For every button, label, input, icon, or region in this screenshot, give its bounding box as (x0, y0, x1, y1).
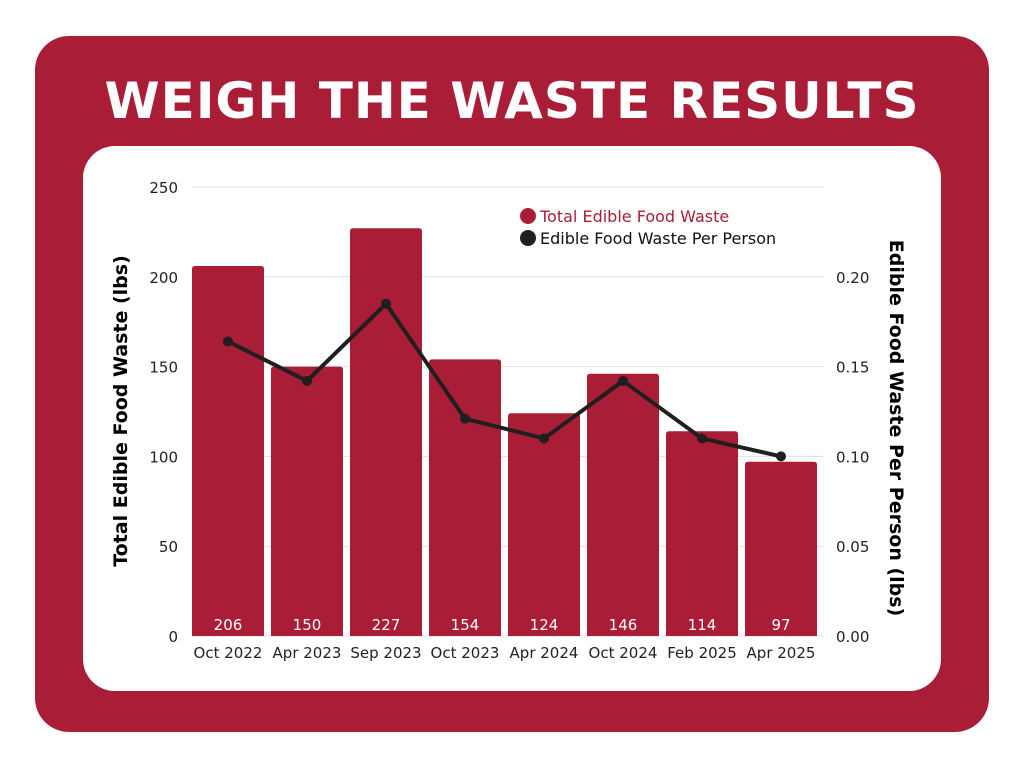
x-tick-label: Feb 2025 (667, 644, 737, 662)
bar (587, 373, 659, 636)
bar (350, 228, 422, 637)
y-tick-label: 200 (149, 269, 178, 287)
line-point (381, 298, 391, 309)
y-axis-label: Total Edible Food Waste (lbs) (110, 255, 132, 567)
bar (745, 461, 817, 636)
bar-data-label: 97 (771, 616, 790, 634)
y2-tick-label: 0.15 (836, 359, 869, 377)
bar-data-label: 146 (609, 616, 638, 634)
line-point (697, 433, 707, 444)
bar-data-label: 124 (530, 616, 559, 634)
y-tick-label: 0 (168, 628, 178, 646)
bar-data-label: 154 (451, 616, 480, 634)
bar (192, 266, 264, 636)
y2-tick-label: 0.05 (836, 538, 869, 556)
legend-label: Edible Food Waste Per Person (540, 229, 776, 248)
line-point (223, 336, 233, 347)
bar (429, 359, 501, 636)
y-tick-label: 100 (149, 448, 178, 466)
y2-axis-label: Edible Food Waste Per Person (lbs) (885, 240, 907, 617)
bar-data-label: 114 (688, 616, 717, 634)
bar-data-label: 206 (214, 616, 243, 634)
page-title: WEIGH THE WASTE RESULTS (104, 72, 920, 130)
legend-swatch-bar (520, 208, 536, 224)
x-tick-label: Oct 2023 (431, 644, 500, 662)
y2-tick-label: 0.20 (836, 269, 869, 287)
x-tick-label: Apr 2025 (747, 644, 816, 662)
bar (666, 431, 738, 636)
x-tick-label: Oct 2022 (194, 644, 263, 662)
x-tick-label: Apr 2024 (510, 644, 579, 662)
line-series (227, 301, 782, 459)
line-point (539, 433, 549, 444)
line-point (302, 375, 312, 386)
line-point (776, 451, 786, 462)
y-tick-label: 150 (149, 359, 178, 377)
x-tick-label: Oct 2024 (589, 644, 658, 662)
legend-label: Total Edible Food Waste (539, 207, 729, 226)
bar-data-label: 150 (293, 616, 322, 634)
bar (508, 413, 580, 636)
y2-tick-label: 0.10 (836, 448, 869, 466)
bar-data-label: 227 (372, 616, 401, 634)
line-point (618, 375, 628, 386)
y-tick-label: 250 (149, 179, 178, 197)
bar (271, 366, 343, 636)
y-tick-label: 50 (159, 538, 178, 556)
y2-tick-label: 0.00 (836, 628, 869, 646)
line-point (460, 413, 470, 424)
x-tick-label: Sep 2023 (350, 644, 421, 662)
x-tick-label: Apr 2023 (273, 644, 342, 662)
legend-swatch-line (520, 230, 536, 246)
